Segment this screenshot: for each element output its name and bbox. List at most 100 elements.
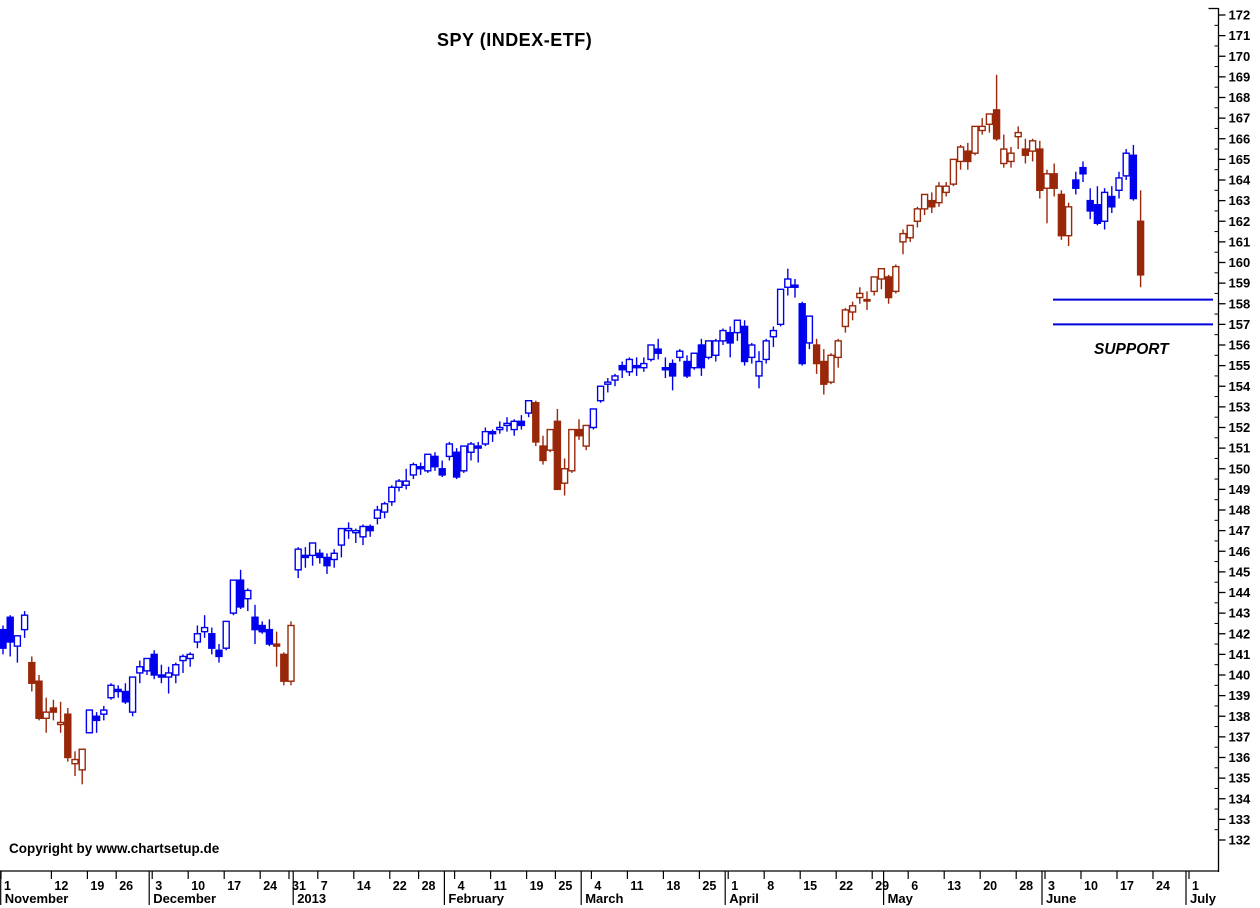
candle-body [330, 552, 338, 561]
candle-body [992, 109, 1001, 140]
candle-body [654, 348, 662, 354]
week-tick-label: 12 [54, 879, 68, 893]
candle-body [920, 193, 929, 210]
month-label: November [5, 891, 69, 906]
week-tick-label: 11 [630, 879, 643, 893]
candle-body [503, 422, 511, 427]
price-tick-label: 170 [1229, 49, 1251, 64]
candle-body [179, 655, 187, 662]
candle-body [42, 711, 50, 720]
price-tick-label: 142 [1229, 626, 1251, 641]
candle-body [1064, 206, 1073, 237]
candle-body [244, 589, 252, 600]
candle-body [827, 354, 835, 383]
price-tick-label: 155 [1229, 358, 1251, 373]
price-tick-label: 166 [1229, 131, 1251, 146]
candle-body [366, 525, 374, 532]
candle-body [164, 672, 173, 678]
price-tick-label: 149 [1229, 482, 1251, 497]
candle-body [870, 276, 878, 293]
support-lines [1053, 298, 1213, 326]
candle-body [467, 443, 475, 453]
candle-body [452, 451, 461, 478]
candle-body [1136, 220, 1145, 276]
price-tick-label: 137 [1229, 729, 1251, 744]
price-tick-label: 143 [1229, 606, 1251, 621]
candle-body [186, 653, 194, 660]
week-tick-label: 19 [530, 879, 544, 893]
candle-body [1072, 179, 1080, 189]
candle-body [100, 709, 108, 715]
candle-body [748, 344, 756, 359]
copyright-text: Copyright by www.chartsetup.de [9, 841, 220, 856]
candle-body [481, 430, 490, 445]
price-tick-label: 153 [1229, 399, 1251, 414]
candle-body [510, 420, 518, 431]
candle-body [913, 208, 922, 222]
candle-body [323, 556, 331, 567]
candle-body [71, 758, 79, 765]
price-tick-label: 139 [1229, 688, 1251, 703]
week-tick-label: 20 [983, 879, 997, 893]
candle-body [1057, 193, 1066, 237]
candle-body [1093, 204, 1102, 225]
candle-body [884, 276, 893, 299]
candle-body [301, 554, 310, 559]
candle-body [733, 319, 742, 334]
candle-body [49, 707, 58, 713]
candle-body [150, 653, 158, 676]
candle-body [13, 635, 22, 647]
price-tick-label: 168 [1229, 90, 1251, 105]
candle-body [294, 548, 302, 571]
candle-body [172, 663, 180, 676]
week-tick-label: 18 [666, 879, 680, 893]
week-tick-label: 15 [803, 879, 817, 893]
candle-body [121, 690, 130, 703]
week-tick-label: 7 [321, 879, 328, 893]
candle-body [20, 614, 29, 631]
candle-body [0, 628, 7, 649]
month-label: 2013 [297, 891, 326, 906]
candle-body [272, 643, 281, 647]
candle-body [798, 303, 806, 365]
candle-body [762, 340, 770, 361]
candle-body [568, 428, 576, 472]
month-label: May [888, 891, 914, 906]
week-tick-label: 24 [1156, 879, 1170, 893]
candle-body [618, 364, 626, 371]
candle-body [28, 661, 36, 684]
candle-body [899, 232, 907, 243]
candle-body [683, 360, 691, 377]
candle-body [877, 267, 886, 280]
candle-body [1014, 131, 1022, 138]
price-tick-label: 161 [1229, 234, 1251, 249]
candle-body [1100, 191, 1109, 222]
candle-body [143, 657, 151, 672]
candle-body [352, 529, 360, 534]
candle-body [841, 309, 850, 328]
candle-body [416, 465, 425, 470]
candle-body [661, 366, 670, 371]
candle-body [532, 402, 540, 443]
candle-body [697, 344, 706, 369]
week-tick-label: 13 [947, 879, 961, 893]
week-tick-label: 29 [875, 879, 889, 893]
candle-body [539, 445, 547, 462]
candle-body [64, 713, 72, 759]
candle-body [625, 358, 634, 373]
candle-body [92, 715, 101, 722]
price-tick-label: 163 [1229, 193, 1251, 208]
candle-body [1122, 152, 1130, 177]
candle-body [978, 125, 986, 132]
candle-body [1021, 148, 1030, 156]
week-tick-label: 1 [4, 879, 11, 893]
price-tick-label: 133 [1229, 812, 1251, 827]
candle-body [344, 527, 353, 532]
candle-body [157, 674, 166, 678]
candle-body [193, 633, 202, 643]
price-tick-label: 172 [1229, 8, 1251, 23]
price-tick-label: 132 [1229, 833, 1251, 848]
price-tick-label: 154 [1229, 379, 1251, 394]
week-tick-label: 19 [90, 879, 104, 893]
candle-body [107, 684, 115, 699]
